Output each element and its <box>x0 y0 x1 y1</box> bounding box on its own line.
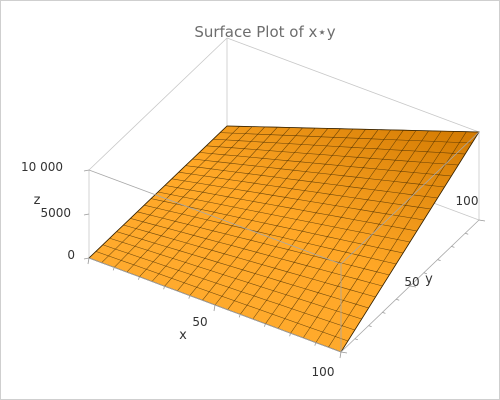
mesh-line-y <box>137 211 390 276</box>
x-tick-mark <box>314 342 317 346</box>
y-tick-label-50: 50 <box>404 275 419 289</box>
y-tick-mark <box>437 259 441 261</box>
mesh-line-y <box>178 171 431 210</box>
mesh-line-y <box>213 138 466 155</box>
z-tick-mark <box>83 169 90 172</box>
x-tick-mark <box>213 304 216 312</box>
mesh-line-y <box>116 231 369 309</box>
mesh-line-y <box>171 178 424 221</box>
box-front-edge <box>88 169 342 265</box>
y-tick-mark <box>396 298 400 301</box>
y-tick-mark <box>354 338 358 341</box>
mesh-line-y <box>151 198 404 254</box>
x-tick-label-100: 100 <box>312 365 335 379</box>
box-back-edge <box>88 37 228 171</box>
y-tick-mark <box>382 312 386 314</box>
box-front-edge <box>340 131 480 265</box>
surface <box>88 125 480 353</box>
z-tick-label-0: 0 <box>67 248 75 262</box>
x-tick-mark <box>339 351 342 359</box>
box-back-edge <box>226 37 480 133</box>
mesh-line-y <box>206 145 459 166</box>
z-tick-label-5000: 5000 <box>40 206 71 220</box>
mesh-line-y <box>185 165 438 199</box>
mesh-line-y <box>164 185 417 232</box>
axis-ticks <box>83 169 486 359</box>
mesh-line-y <box>109 237 362 320</box>
x-tick-mark <box>289 333 291 337</box>
mesh-line-y <box>130 218 383 287</box>
x-tick-mark <box>188 295 191 299</box>
y-tick-mark <box>451 246 455 248</box>
mesh-line-y <box>192 158 445 188</box>
x-tick-label-50: 50 <box>192 315 207 329</box>
y-tick-mark <box>340 351 348 354</box>
x-tick-mark <box>138 276 140 280</box>
y-tick-mark <box>409 285 417 288</box>
chart-title: Surface Plot of x⋆y <box>194 23 335 41</box>
z-tick-mark <box>83 213 90 216</box>
x-tick-mark <box>264 323 266 327</box>
mesh-line-y <box>95 251 348 342</box>
y-tick-mark <box>423 272 427 275</box>
mesh-line-y <box>123 224 376 298</box>
y-tick-mark <box>368 325 372 327</box>
x-tick-mark <box>87 257 90 265</box>
y-tick-mark <box>465 232 469 235</box>
surface-fill <box>89 126 479 352</box>
x-tick-mark <box>238 314 241 318</box>
z-axis-label: z <box>34 193 41 208</box>
mesh-line-y <box>220 132 473 144</box>
mesh-line-y <box>102 244 355 331</box>
y-tick-mark <box>478 219 486 222</box>
mesh-line-y <box>144 204 397 265</box>
z-tick-label-10000: 10 000 <box>21 160 63 174</box>
x-axis-label: x <box>179 328 187 343</box>
x-tick-mark <box>112 267 115 271</box>
z-tick-mark <box>83 257 90 260</box>
x-tick-mark <box>163 286 165 290</box>
mesh-line-y <box>157 191 411 243</box>
y-tick-label-100: 100 <box>456 194 479 208</box>
mesh-line-y <box>199 152 452 177</box>
y-axis-label: y <box>425 272 433 287</box>
